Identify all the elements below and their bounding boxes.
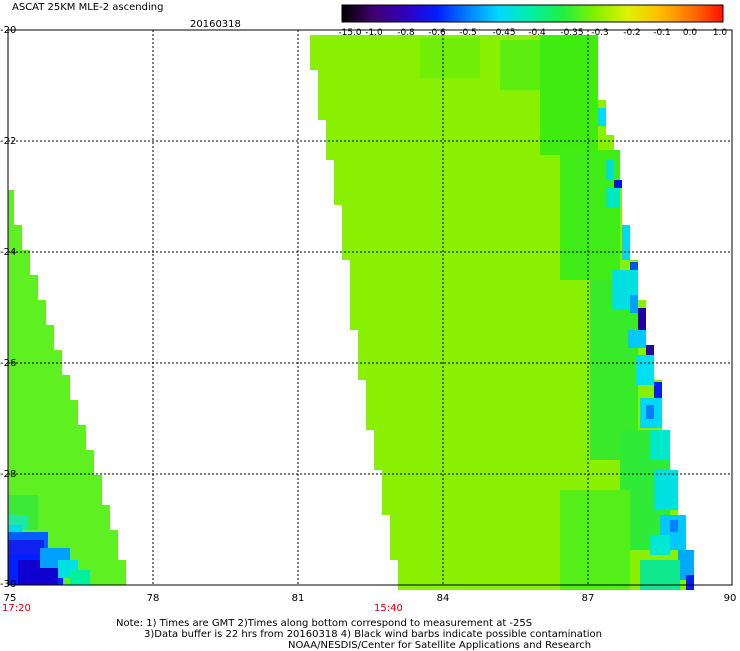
x-tick-label: 81 [291, 593, 305, 604]
colorbar-label: -0.3 [591, 28, 609, 38]
time-label: 15:40 [374, 603, 403, 614]
colorbar-label: -1.0 [365, 28, 383, 38]
colorbar-label: 1.0 [712, 28, 728, 38]
left-swath [8, 190, 126, 585]
map-title: ASCAT 25KM MLE-2 ascending [12, 2, 164, 13]
colorbar-label: -0.8 [397, 28, 415, 38]
grid [7, 29, 733, 586]
y-tick-label: -20 [0, 25, 17, 36]
x-tick-label: 84 [436, 593, 450, 604]
y-tick-label: -24 [0, 247, 17, 258]
note-line-1: Note: 1) Times are GMT 2)Times along bot… [116, 618, 533, 629]
y-tick-label: -28 [0, 469, 17, 480]
colorbar-label: -15.0 [338, 28, 362, 38]
right-swath [310, 35, 694, 590]
x-tick-label: 78 [146, 593, 160, 604]
map-date: 20160318 [190, 19, 241, 30]
colorbar-label: -0.6 [428, 28, 446, 38]
note-line-2: 3)Data buffer is 22 hrs from 20160318 4)… [144, 629, 602, 640]
colorbar-label: -0.5 [459, 28, 477, 38]
x-tick-label: 87 [581, 593, 595, 604]
colorbar [341, 4, 724, 23]
colorbar-label: -0.2 [623, 28, 641, 38]
colorbar-label: -0.35 [560, 28, 584, 38]
colorbar-label: -0.4 [528, 28, 546, 38]
colorbar-label: -0.1 [653, 28, 671, 38]
x-tick-label: 75 [3, 593, 17, 604]
x-tick-label: 90 [723, 593, 737, 604]
y-tick-label: -26 [0, 358, 17, 369]
colorbar-label: -0.45 [492, 28, 516, 38]
y-tick-label: -30 [0, 579, 17, 590]
colorbar-label: 0.0 [682, 28, 698, 38]
note-line-3: NOAA/NESDIS/Center for Satellite Applica… [288, 640, 592, 651]
time-label: 17:20 [2, 603, 31, 614]
y-tick-label: -22 [0, 136, 17, 147]
